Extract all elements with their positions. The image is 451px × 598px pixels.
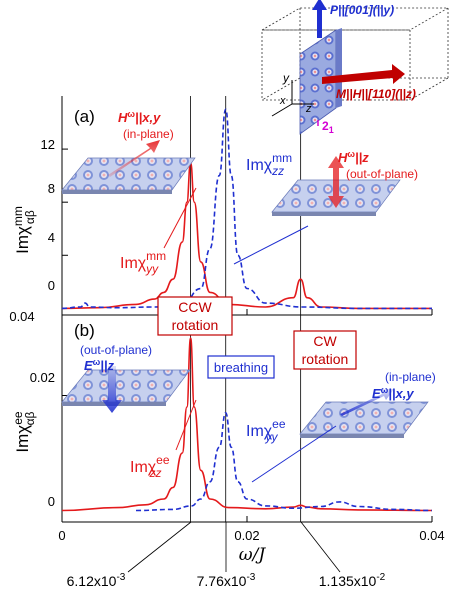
e-outofplane-arrow-icon bbox=[102, 366, 122, 413]
inset-p-label: P||[001](||y) bbox=[330, 3, 394, 17]
e-inplane-arrow-icon bbox=[340, 389, 394, 416]
leader-b-red bbox=[175, 399, 197, 451]
ytick-label: 4 bbox=[48, 230, 55, 245]
svg-text:rotation: rotation bbox=[302, 351, 349, 367]
xtick-label: 0.04 bbox=[419, 528, 444, 543]
ytick-label: 0.02 bbox=[30, 370, 55, 385]
h-outofplane-label: Hω||z bbox=[338, 149, 369, 165]
h-inplane-note: (in-plane) bbox=[123, 127, 174, 141]
svg-text:Imχeeαβ: Imχeeαβ bbox=[11, 411, 37, 452]
svg-text:breathing: breathing bbox=[214, 360, 268, 375]
panel-a-ticks bbox=[61, 148, 433, 315]
inset-axes bbox=[271, 80, 314, 117]
h-inplane-arrow-icon bbox=[108, 140, 160, 177]
xtick-labels: 0 0.02 0.04 bbox=[58, 528, 444, 543]
ytick-label: 12 bbox=[41, 137, 55, 152]
e-outofplane-label: Eω||z bbox=[84, 357, 115, 373]
mode-label-cw: CW rotation bbox=[293, 330, 357, 370]
svg-text:rotation: rotation bbox=[172, 317, 219, 333]
y-axis-label-b: Imχeeαβ bbox=[11, 411, 37, 452]
mode-label-ccw: CCW rotation bbox=[157, 296, 233, 336]
crystal-inset bbox=[260, 7, 450, 135]
series-line-blue bbox=[135, 411, 433, 512]
skyrmion-plate-inplane bbox=[61, 157, 196, 194]
inset-axis-z: z bbox=[305, 103, 312, 115]
mode-label-breathing: breathing bbox=[207, 355, 275, 379]
panel-label-a: (a) bbox=[74, 107, 95, 126]
series-line-red bbox=[61, 161, 432, 310]
resonance-label-1: 6.12x10-3 bbox=[67, 572, 126, 589]
h-inplane-label: Hω||x,y bbox=[118, 109, 161, 125]
e-outofplane-note: (out-of-plane) bbox=[80, 343, 152, 357]
inset-m-label: M||H||[110](||z) bbox=[336, 87, 416, 101]
xtick-label: 0.02 bbox=[234, 528, 259, 543]
skyrmion-plate-outofplane-b bbox=[61, 369, 191, 406]
curve-label-b-red: Imχee zz bbox=[130, 453, 170, 480]
inset-axis-y: y bbox=[282, 71, 290, 85]
e-inplane-label: Eω||x,y bbox=[372, 385, 414, 401]
h-outofplane-note: (out-of-plane) bbox=[346, 167, 418, 181]
panel-b-curves bbox=[61, 337, 433, 512]
curve-label-b-blue: Imχee yy bbox=[246, 417, 286, 444]
resonance-label-2: 7.76x10-3 bbox=[197, 572, 256, 589]
inset-21-label: 21 bbox=[322, 119, 334, 135]
inset-axis-x: x bbox=[279, 95, 286, 107]
x-axis-label: ω/J bbox=[239, 545, 267, 565]
ytick-label: 0 bbox=[48, 278, 55, 293]
curve-label-a-red: Imχmm yy bbox=[120, 249, 166, 276]
m-arrow-icon bbox=[322, 64, 405, 84]
resonance-labels: 6.12x10-3 7.76x10-3 1.135x10-2 bbox=[67, 572, 386, 589]
panel-label-b: (b) bbox=[74, 321, 95, 340]
svg-text:CW: CW bbox=[313, 333, 337, 349]
skyrmion-plate-inplane-b bbox=[299, 401, 429, 438]
panel-b-ytick-labels: 0.02 0 bbox=[30, 370, 55, 509]
resonance-leaders bbox=[127, 521, 341, 573]
p-arrow-icon bbox=[312, 0, 327, 38]
ytick-label: 0 bbox=[48, 494, 55, 509]
xtick-label-a-right: 0.04 bbox=[9, 309, 34, 324]
h-outofplane-arrow-icon bbox=[328, 156, 344, 208]
resonance-label-3: 1.135x10-2 bbox=[319, 572, 386, 589]
curve-label-a-blue: Imχmm zz bbox=[246, 151, 292, 178]
leader-a-blue bbox=[233, 225, 309, 265]
svg-text:CCW: CCW bbox=[178, 299, 212, 315]
leader-a-red bbox=[163, 187, 197, 249]
xtick-label: 0 bbox=[58, 528, 65, 543]
leader-b-blue bbox=[251, 425, 337, 483]
ytick-label: 8 bbox=[48, 181, 55, 196]
svg-text:Imχmmαβ: Imχmmαβ bbox=[11, 206, 37, 254]
panel-a-ytick-labels: 12 8 4 0 bbox=[41, 137, 55, 293]
y-axis-label-a: Imχmmαβ bbox=[11, 206, 37, 254]
e-inplane-note: (in-plane) bbox=[385, 370, 436, 384]
panel-a-curves bbox=[61, 108, 432, 310]
